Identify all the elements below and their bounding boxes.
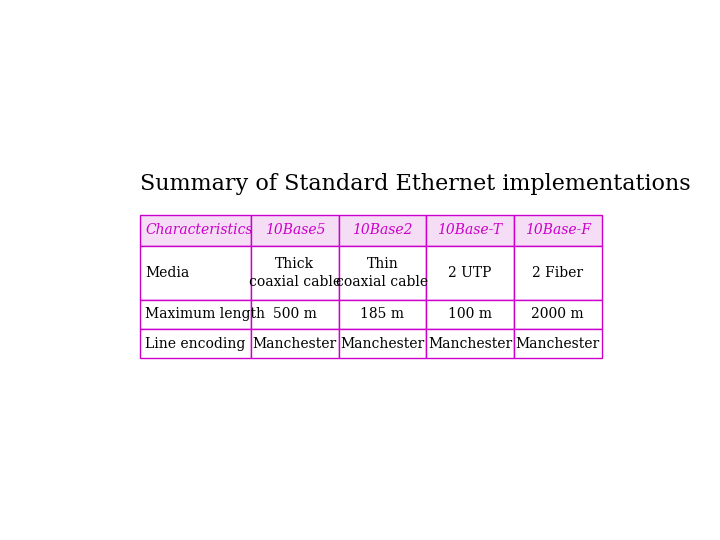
Text: Manchester: Manchester <box>253 336 337 350</box>
Text: Characteristics: Characteristics <box>145 224 253 238</box>
Bar <box>426 300 514 329</box>
Bar <box>251 300 338 329</box>
Text: 2 UTP: 2 UTP <box>449 266 492 280</box>
Text: 10Base-T: 10Base-T <box>438 224 503 238</box>
Bar <box>338 300 426 329</box>
Text: Thin
coaxial cable: Thin coaxial cable <box>336 256 428 289</box>
Text: Summary of Standard Ethernet implementations: Summary of Standard Ethernet implementat… <box>140 173 691 195</box>
Bar <box>514 215 601 246</box>
Bar <box>140 215 251 246</box>
Bar <box>140 246 251 300</box>
Bar <box>140 300 251 329</box>
Bar <box>251 329 338 358</box>
Bar <box>338 215 426 246</box>
Text: Manchester: Manchester <box>516 336 600 350</box>
Text: Manchester: Manchester <box>341 336 425 350</box>
Bar <box>338 329 426 358</box>
Text: 2000 m: 2000 m <box>531 307 584 321</box>
Bar <box>426 215 514 246</box>
Bar <box>251 246 338 300</box>
Text: 10Base2: 10Base2 <box>352 224 413 238</box>
Text: Media: Media <box>145 266 189 280</box>
Bar <box>514 329 601 358</box>
Bar <box>251 215 338 246</box>
Bar <box>140 329 251 358</box>
Bar <box>338 246 426 300</box>
Bar <box>514 246 601 300</box>
Text: Line encoding: Line encoding <box>145 336 246 350</box>
Text: 500 m: 500 m <box>273 307 317 321</box>
Text: 10Base5: 10Base5 <box>265 224 325 238</box>
Text: Thick
coaxial cable: Thick coaxial cable <box>249 256 341 289</box>
Bar <box>514 300 601 329</box>
Text: 185 m: 185 m <box>361 307 405 321</box>
Text: Manchester: Manchester <box>428 336 512 350</box>
Bar <box>426 246 514 300</box>
Text: Maximum length: Maximum length <box>145 307 265 321</box>
Text: 10Base-F: 10Base-F <box>525 224 590 238</box>
Text: 100 m: 100 m <box>448 307 492 321</box>
Text: 2 Fiber: 2 Fiber <box>532 266 583 280</box>
Bar <box>426 329 514 358</box>
